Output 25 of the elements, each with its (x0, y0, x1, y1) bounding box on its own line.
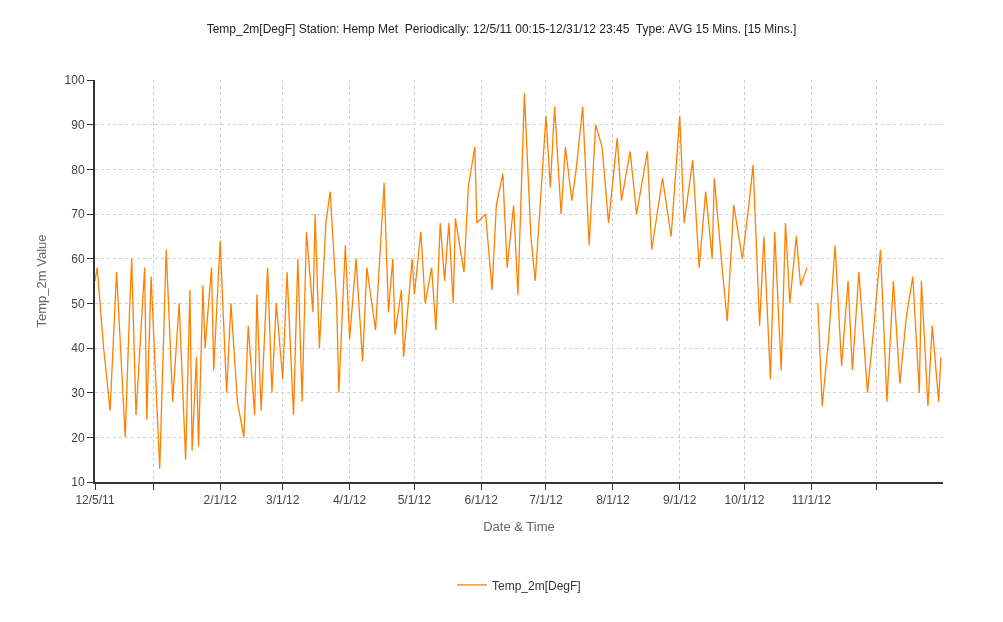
y-tick-label: 100 (64, 73, 85, 88)
y-tick-label: 10 (71, 475, 85, 490)
y-tick-label: 70 (71, 207, 85, 222)
chart-title: Temp_2m[DegF] Station: Hemp Met Periodically: 12/5/11 00:15-12/31/12 23:45 Type: AVG 15 Mins. [15 Mins.] (206, 22, 797, 37)
x-tick-label: 6/1/12 (464, 493, 499, 508)
x-tick-label: 11/1/12 (791, 493, 832, 508)
x-tick-label: 12/5/11 (75, 493, 115, 508)
x-tick-label: 10/1/12 (724, 493, 765, 508)
y-tick-label: 60 (71, 251, 85, 266)
legend-label: Temp_2m[DegF] (492, 578, 581, 593)
y-tick-label: 80 (71, 162, 85, 177)
y-tick-label: 90 (71, 117, 85, 132)
x-axis-title: Date & Time (483, 518, 555, 534)
x-tick-label: 3/1/12 (266, 493, 300, 508)
y-axis-title: Temp_2m Value (34, 234, 50, 328)
y-tick-label: 20 (71, 430, 85, 445)
y-tick-label: 40 (71, 341, 85, 356)
x-tick-label: 5/1/12 (397, 493, 432, 508)
y-tick-label: 50 (71, 296, 85, 311)
x-tick-label: 8/1/12 (596, 493, 630, 508)
x-tick-label: 2/1/12 (203, 493, 238, 508)
x-tick-label: 4/1/12 (332, 493, 367, 508)
x-tick-label: 9/1/12 (663, 493, 697, 508)
y-tick-label: 30 (71, 385, 85, 400)
x-tick-label: 7/1/12 (529, 493, 563, 508)
